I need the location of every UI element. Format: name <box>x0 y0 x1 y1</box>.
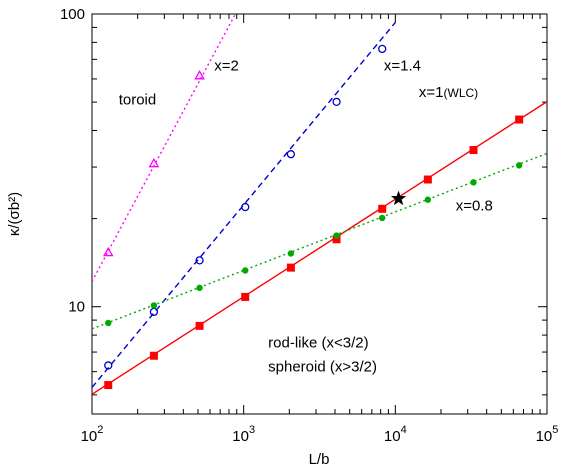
annotation-2: x=1.4 <box>384 58 421 75</box>
x-tick-label: 104 <box>384 424 407 445</box>
series-markers <box>102 44 524 390</box>
plot-frame <box>91 13 548 415</box>
series-line-4 <box>92 152 547 330</box>
x-tick-label: 105 <box>536 424 559 445</box>
data-point-s2 <box>195 256 204 265</box>
annotations: x=2 x=1.4 x=1(WLC) x=0.8 toroid rod-like (x<3… <box>119 58 493 376</box>
data-point-s3 <box>423 175 432 184</box>
data-point-s4 <box>196 284 203 292</box>
y-tick-label: 10 <box>68 299 85 316</box>
annotation-3: x=1(WLC) <box>419 84 478 101</box>
data-point-s3 <box>286 263 295 272</box>
data-point-s2 <box>332 97 341 107</box>
data-point-s3 <box>469 146 478 155</box>
data-point-s1 <box>102 246 114 257</box>
data-point-s4 <box>150 302 158 309</box>
annotation-5: toroid <box>119 92 157 109</box>
data-point-s3 <box>195 321 204 330</box>
data-point-s4 <box>333 232 340 239</box>
annotation-6: rod-like (x<3/2) <box>268 335 368 352</box>
data-point-s3 <box>104 381 113 390</box>
axis-ticks <box>91 13 548 414</box>
data-point-s3 <box>241 292 250 301</box>
data-point-s4 <box>470 179 477 186</box>
data-point-s4 <box>242 267 249 274</box>
data-point-s4 <box>424 196 432 203</box>
series-line-1 <box>92 14 237 282</box>
data-point-s1 <box>194 69 205 80</box>
series-line-2 <box>92 21 396 388</box>
data-point-s4 <box>515 162 523 169</box>
star-marker <box>390 190 407 206</box>
data-point-s3 <box>332 235 341 244</box>
data-point-s4 <box>287 250 295 257</box>
y-axis-label: κ/(σb²) <box>6 192 23 236</box>
data-point-s2 <box>104 361 113 370</box>
data-point-s3 <box>378 204 387 213</box>
annotation-4: x=0.8 <box>456 198 493 215</box>
data-point-s3 <box>149 351 158 360</box>
x-tick-label: 102 <box>81 424 104 445</box>
tick-labels: 102 103 104 105 10 100 <box>60 6 558 445</box>
data-point-s2 <box>286 150 296 159</box>
annotation-1: x=2 <box>214 58 239 75</box>
data-point-s4 <box>105 319 112 327</box>
data-point-s3 <box>515 115 524 124</box>
x-tick-label: 103 <box>232 424 255 445</box>
y-tick-label: 100 <box>60 6 85 23</box>
data-point-s2 <box>378 44 387 54</box>
data-point-s1 <box>148 157 160 168</box>
annotation-7: spheroid (x>3/2) <box>268 359 377 376</box>
x-axis-label: L/b <box>309 451 330 468</box>
data-point-s2 <box>241 202 250 212</box>
data-point-s2 <box>149 307 159 317</box>
data-point-s4 <box>378 214 386 222</box>
